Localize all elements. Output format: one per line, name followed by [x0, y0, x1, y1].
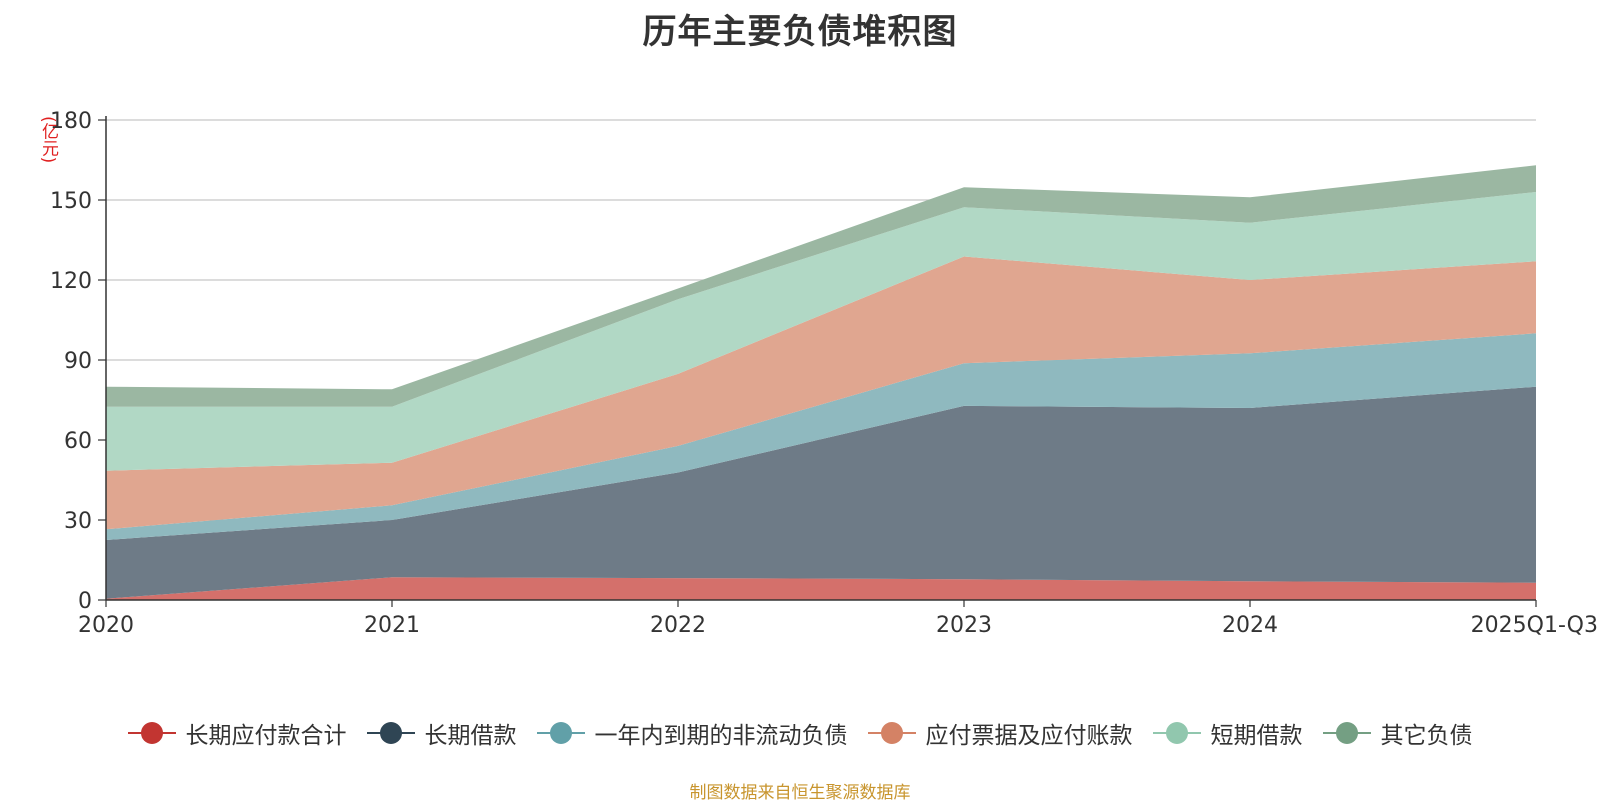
legend-dot	[1335, 722, 1358, 744]
legend-dot	[140, 722, 163, 744]
area-series-1	[106, 577, 1536, 600]
legend-label: 其它负债	[1380, 723, 1473, 749]
area-series-4	[106, 256, 1536, 530]
legend-label: 应付票据及应付账款	[925, 723, 1133, 749]
chart-title: 历年主要负债堆积图	[642, 12, 958, 52]
y-tick-label: 90	[64, 349, 92, 374]
legend-marker-icon	[1322, 721, 1371, 745]
legend-label: 一年内到期的非流动负债	[594, 723, 848, 749]
legend-label: 长期应付款合计	[185, 723, 347, 749]
legend-dot	[379, 722, 402, 744]
y-tick-label: 120	[50, 269, 92, 294]
area-series-3	[106, 333, 1536, 540]
legend-marker-icon	[127, 721, 176, 745]
area-series	[106, 165, 1536, 600]
source-note: 制图数据来自恒生聚源数据库	[689, 783, 911, 803]
legend-label: 长期借款	[424, 723, 517, 749]
area-series-2	[106, 386, 1536, 599]
legend-dot	[1165, 722, 1188, 744]
x-tick-label: 2023	[936, 613, 992, 638]
legend-dot	[880, 722, 903, 744]
legend-dot	[549, 722, 572, 744]
axes	[98, 116, 1537, 607]
legend-label: 短期借款	[1210, 723, 1303, 749]
legend-item-1[interactable]: 长期应付款合计	[127, 716, 347, 750]
y-tick-label: 180	[50, 109, 92, 134]
area-series-6	[106, 165, 1536, 407]
area-series-5	[106, 192, 1536, 471]
legend-item-6[interactable]: 其它负债	[1322, 716, 1473, 750]
legend-marker-icon	[1152, 721, 1201, 745]
y-axis-unit-label: (亿元)	[38, 116, 58, 164]
x-tick-label: 2020	[78, 613, 134, 638]
x-tick-label: 2024	[1222, 613, 1278, 638]
legend-marker-icon	[536, 721, 585, 745]
x-tick-label: 2025Q1-Q3	[1471, 613, 1598, 638]
x-tick-label: 2022	[650, 613, 706, 638]
y-tick-label: 150	[50, 189, 92, 214]
y-tick-label: 0	[78, 589, 92, 614]
legend-marker-icon	[366, 721, 415, 745]
legend-marker-icon	[867, 721, 916, 745]
legend-item-4[interactable]: 应付票据及应付账款	[867, 716, 1133, 750]
tick-labels: 0 30 60 90 120 150 180 2020 2021 2022 2023 2024 2025…	[50, 109, 1598, 638]
legend-item-3[interactable]: 一年内到期的非流动负债	[536, 716, 848, 750]
legend-item-5[interactable]: 短期借款	[1152, 716, 1303, 750]
y-tick-label: 60	[64, 429, 92, 454]
legend: 长期应付款合计 长期借款 一年内到期的非流动负债 应付票据及应付账款 短期借款 其它负债	[0, 716, 1600, 750]
y-tick-label: 30	[64, 509, 92, 534]
x-tick-label: 2021	[364, 613, 420, 638]
legend-item-2[interactable]: 长期借款	[366, 716, 517, 750]
